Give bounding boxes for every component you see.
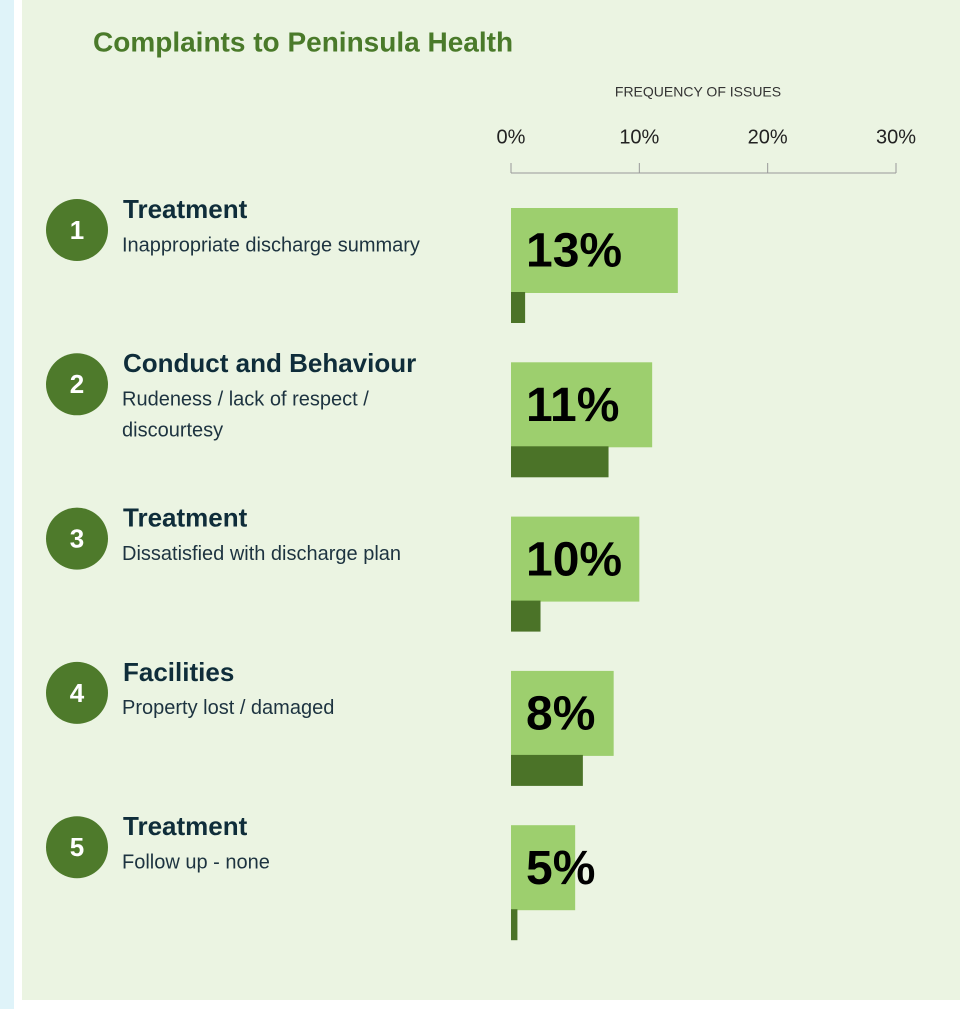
rank-badge [46, 199, 108, 261]
value-label: 10% [526, 533, 622, 586]
item-subtitle: discourtesy [122, 420, 223, 442]
bar [511, 208, 678, 293]
bar [511, 754, 583, 786]
x-axis-label: FREQUENCY OF ISSUES [615, 84, 781, 100]
item-subtitle: Follow up - none [122, 851, 270, 873]
bar [511, 516, 640, 602]
rank-badge [46, 661, 108, 724]
x-tick-label: 20% [748, 126, 788, 148]
rank-badge [46, 816, 108, 879]
rank-number: 2 [70, 369, 84, 399]
chart-title: Complaints to Peninsula Health [93, 26, 513, 57]
bar [511, 670, 614, 756]
value-label: 5% [526, 842, 595, 895]
x-tick-label: 0% [497, 126, 526, 148]
bar [511, 825, 576, 911]
bar [511, 362, 653, 448]
x-tick-label: 10% [619, 126, 659, 148]
rank-badge [46, 353, 108, 416]
item-subtitle: Property lost / damaged [122, 697, 334, 719]
bar [511, 600, 541, 632]
item-subtitle: Rudeness / lack of respect / [122, 389, 369, 411]
rank-number: 5 [70, 832, 84, 862]
rank-number: 1 [70, 215, 84, 245]
rank-number: 3 [70, 523, 84, 553]
value-label: 8% [526, 688, 595, 741]
rank-badge [46, 507, 108, 570]
rank-number: 4 [70, 678, 85, 708]
item-title: Treatment [123, 194, 248, 224]
item-subtitle: Dissatisfied with discharge plan [122, 543, 401, 565]
bar [511, 292, 526, 323]
item-title: Conduct and Behaviour [123, 348, 416, 378]
item-title: Treatment [123, 811, 248, 841]
bar [511, 909, 518, 941]
side-strip [0, 0, 14, 1009]
value-label: 13% [526, 225, 622, 278]
item-title: Treatment [123, 502, 248, 532]
value-label: 11% [526, 379, 619, 432]
panel [22, 0, 960, 1000]
item-subtitle: Inappropriate discharge summary [122, 234, 420, 256]
x-tick-label: 30% [876, 126, 916, 148]
bar [511, 446, 609, 478]
item-title: Facilities [123, 657, 234, 687]
